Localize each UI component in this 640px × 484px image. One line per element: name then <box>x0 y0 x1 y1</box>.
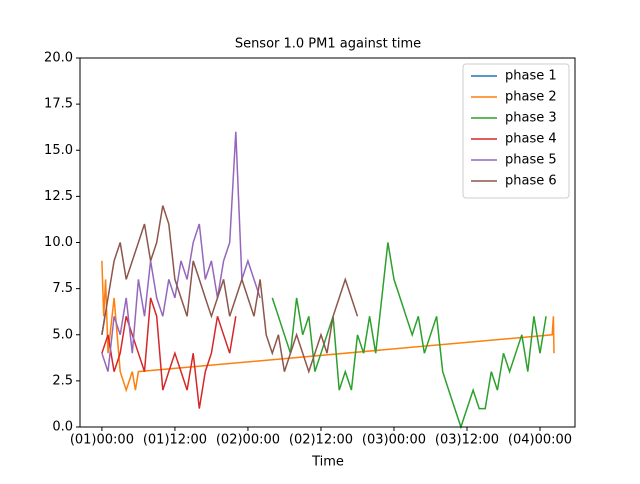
series-line <box>101 205 359 374</box>
series-line <box>101 297 237 409</box>
legend-label: phase 4 <box>505 132 557 147</box>
y-tick-label: 15.0 <box>44 143 73 158</box>
y-tick-label: 7.5 <box>52 281 73 296</box>
y-tick-label: 12.5 <box>44 189 73 204</box>
x-axis-label: Time <box>311 455 344 470</box>
legend-label: phase 1 <box>505 69 557 84</box>
legend-label: phase 6 <box>505 174 557 189</box>
legend-label: phase 2 <box>505 90 557 105</box>
x-tick-label: (01)00:00 <box>70 433 134 448</box>
series-line <box>101 260 555 393</box>
chart-title: Sensor 1.0 PM1 against time <box>235 37 421 52</box>
x-tick-label: (02)12:00 <box>289 433 353 448</box>
series-line <box>271 242 547 430</box>
x-tick-label: (03)00:00 <box>362 433 426 448</box>
series-line <box>101 131 261 372</box>
y-tick-label: 20.0 <box>44 51 73 66</box>
x-tick-label: (03)12:00 <box>435 433 499 448</box>
x-tick-label: (01)12:00 <box>143 433 207 448</box>
legend-label: phase 5 <box>505 153 557 168</box>
x-tick-label: (04)00:00 <box>508 433 572 448</box>
plot-frame <box>79 57 576 428</box>
y-tick-label: 10.0 <box>44 235 73 250</box>
y-tick-label: 2.5 <box>52 373 73 388</box>
legend-label: phase 3 <box>505 111 557 126</box>
y-tick-label: 0.0 <box>52 420 73 435</box>
y-tick-label: 17.5 <box>44 97 73 112</box>
x-tick-label: (02)00:00 <box>216 433 280 448</box>
y-tick-label: 5.0 <box>52 327 73 342</box>
